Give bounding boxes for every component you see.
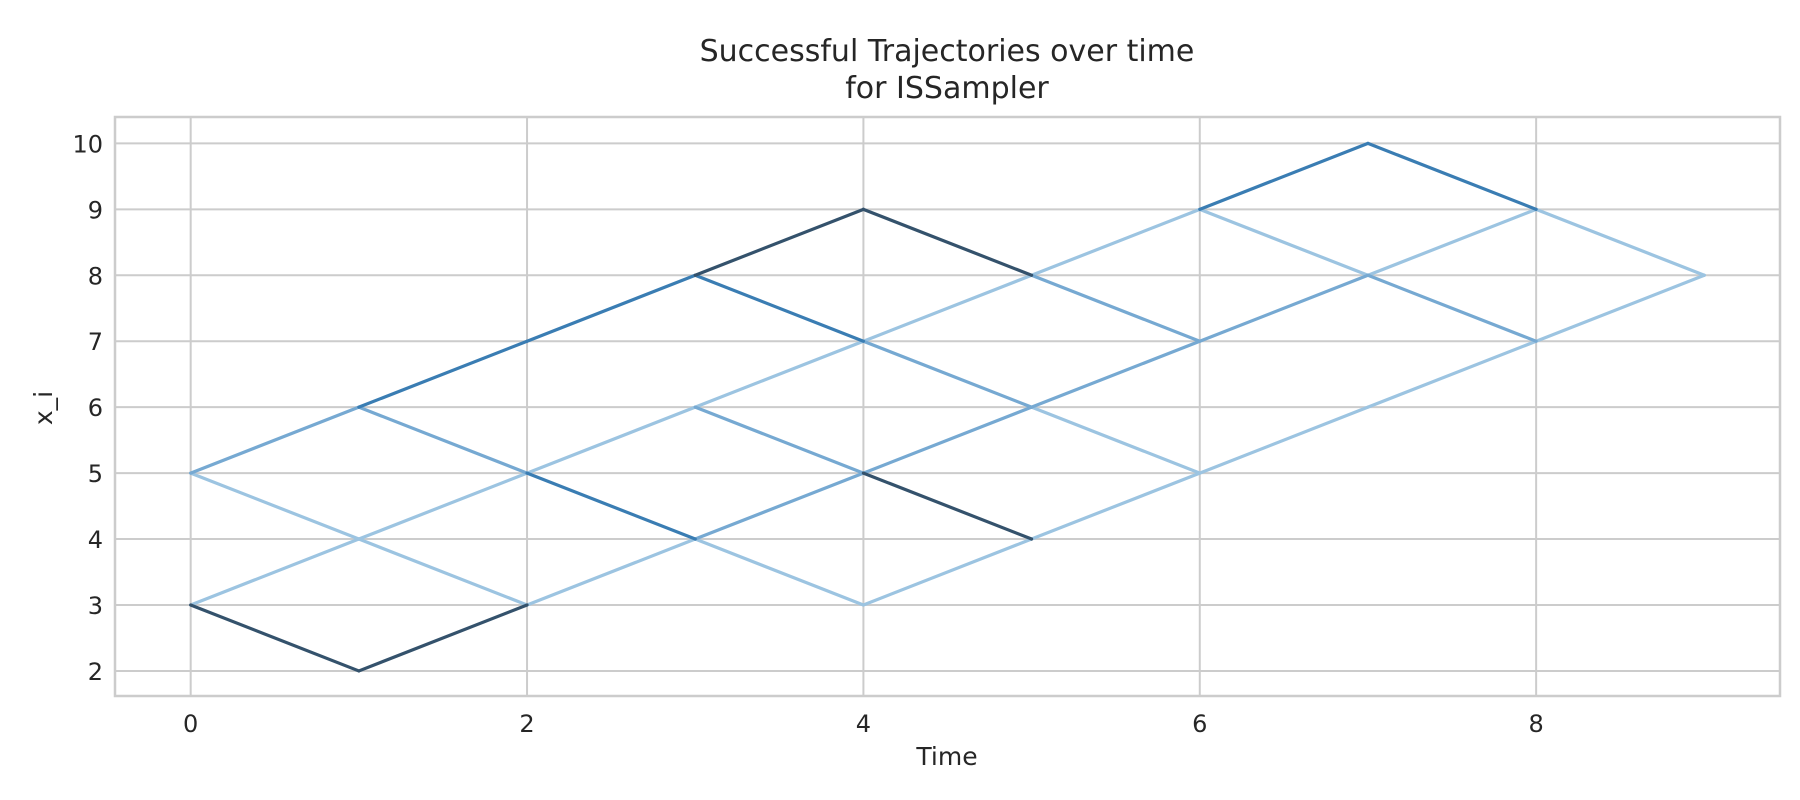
x-tick-label: 8	[1528, 710, 1543, 738]
y-tick-label: 6	[88, 394, 103, 422]
trajectory-segment	[1198, 141, 1370, 211]
y-tick-label: 4	[88, 526, 103, 554]
trajectory-segment	[189, 603, 361, 673]
trajectory-segment	[1534, 207, 1706, 277]
trajectory-segment	[861, 471, 1034, 541]
y-tick-label: 3	[88, 592, 103, 620]
trajectory-segment	[1198, 273, 1370, 343]
trajectory-segment	[693, 273, 866, 343]
trajectory-segment	[357, 603, 529, 673]
trajectory-segment	[1029, 339, 1202, 409]
x-tick-label: 2	[519, 710, 534, 738]
trajectory-segment	[861, 405, 1034, 475]
trajectory-segment	[1198, 207, 1370, 277]
y-tick-label: 9	[88, 196, 103, 224]
trajectory-segment	[1366, 339, 1538, 409]
tick-labels: 0 2 4 6 8 2 3 4 5 6 7 8 9 10	[72, 130, 1543, 738]
x-axis-label: Time	[915, 742, 977, 771]
trajectory-segment	[861, 537, 1034, 607]
trajectory-segment	[357, 405, 529, 475]
x-tick-label: 6	[1192, 710, 1207, 738]
trajectory-segment	[357, 471, 529, 541]
trajectory-segment	[861, 339, 1034, 409]
x-tick-label: 4	[856, 710, 871, 738]
chart-title: Successful Trajectories over time	[700, 34, 1195, 69]
trajectory-segment	[189, 537, 361, 607]
trajectory-segment	[525, 405, 697, 475]
trajectory-segment	[525, 471, 697, 541]
trajectory-segment	[1366, 273, 1538, 343]
trajectory-segment	[525, 537, 697, 607]
trajectory-segment	[693, 207, 866, 277]
trajectory-segment	[1029, 405, 1202, 475]
trajectory-segment	[1366, 207, 1538, 277]
plot-frame	[113, 115, 1782, 698]
y-tick-label: 10	[72, 130, 103, 158]
trajectory-segment	[189, 471, 361, 541]
trajectory-segment	[1029, 273, 1202, 343]
trajectory-segment	[861, 273, 1034, 343]
y-tick-label: 8	[88, 262, 103, 290]
trajectory-segment	[1029, 471, 1202, 541]
trajectory-segment	[693, 471, 866, 541]
trajectory-segment	[693, 537, 866, 607]
grid-layer	[115, 117, 1780, 696]
trajectory-segment	[861, 207, 1034, 277]
trajectory-segment	[693, 405, 866, 475]
chart-subtitle: for ISSampler	[845, 71, 1049, 106]
trajectory-segment	[525, 273, 697, 343]
y-tick-label: 5	[88, 460, 103, 488]
trajectory-segment	[357, 339, 529, 409]
trajectory-segment	[1366, 141, 1538, 211]
y-axis-label: x_i	[29, 391, 58, 425]
x-tick-label: 0	[183, 710, 198, 738]
trajectory-segment	[1534, 273, 1706, 343]
y-tick-label: 7	[88, 328, 103, 356]
trajectory-segment	[1029, 207, 1202, 277]
trajectory-segment	[189, 405, 361, 475]
trajectory-segment	[357, 537, 529, 607]
trajectory-segments	[189, 141, 1706, 673]
y-tick-label: 2	[88, 658, 103, 686]
trajectory-segment	[1198, 405, 1370, 475]
trajectory-segment	[693, 339, 866, 409]
